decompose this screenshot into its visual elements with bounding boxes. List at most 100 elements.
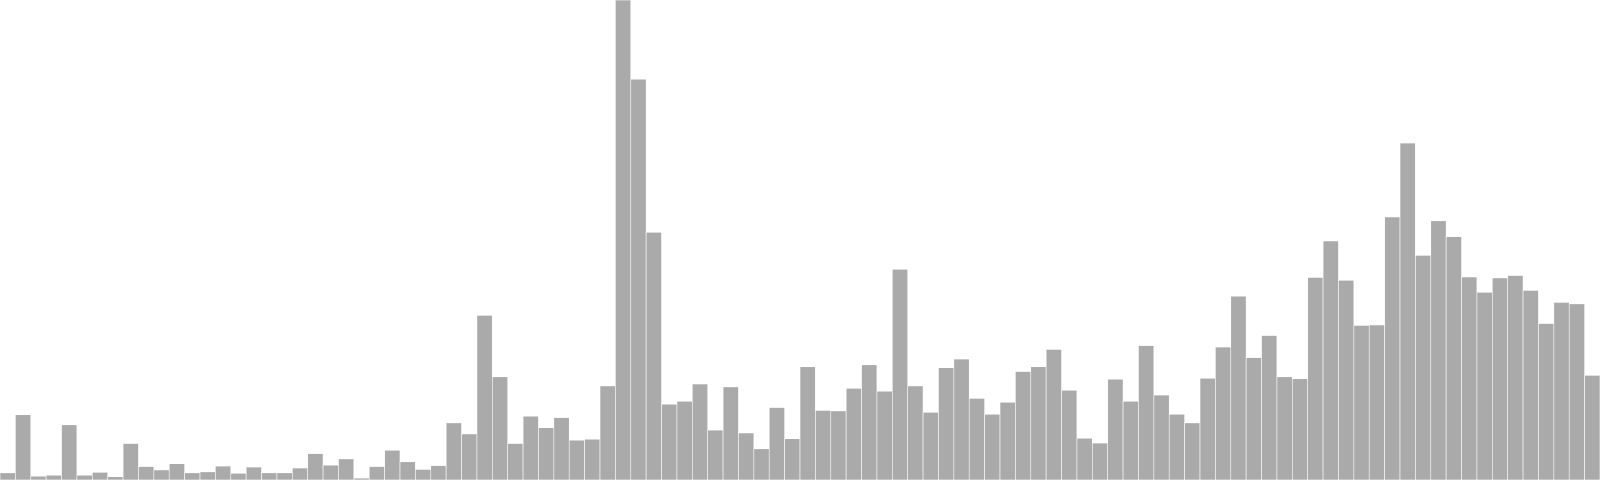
bar-8 bbox=[107, 476, 124, 480]
bar-72 bbox=[1092, 442, 1108, 480]
bar-43 bbox=[645, 232, 662, 480]
bar-45 bbox=[676, 400, 693, 480]
bar-55 bbox=[830, 410, 847, 480]
bar-65 bbox=[984, 413, 1001, 480]
bar-96 bbox=[1461, 276, 1478, 480]
bar-33 bbox=[492, 376, 508, 480]
bar-57 bbox=[861, 364, 878, 480]
bar-84 bbox=[1276, 376, 1293, 480]
bar-48 bbox=[722, 386, 739, 480]
bar-42 bbox=[630, 78, 647, 480]
bar-83 bbox=[1261, 335, 1278, 480]
bar-31 bbox=[461, 433, 478, 480]
bar-69 bbox=[1045, 349, 1062, 480]
bar-64 bbox=[968, 398, 985, 480]
bar-61 bbox=[922, 412, 939, 480]
bar-54 bbox=[815, 410, 832, 480]
bar-81 bbox=[1230, 295, 1247, 480]
bar-91 bbox=[1384, 216, 1401, 480]
bar-28 bbox=[415, 469, 432, 480]
bar-44 bbox=[661, 403, 678, 480]
bar-88 bbox=[1338, 280, 1355, 480]
bar-63 bbox=[953, 358, 970, 480]
bar-17 bbox=[245, 466, 262, 480]
bar-59 bbox=[892, 268, 908, 480]
bar-15 bbox=[215, 465, 232, 480]
bar-103 bbox=[1568, 303, 1585, 480]
bar-10 bbox=[138, 466, 155, 480]
bar-40 bbox=[599, 385, 616, 480]
bar-7 bbox=[92, 472, 108, 480]
bar-82 bbox=[1245, 357, 1262, 480]
bar-73 bbox=[1107, 378, 1124, 480]
bar-23 bbox=[338, 458, 355, 480]
bar-60 bbox=[907, 385, 924, 480]
bar-47 bbox=[707, 429, 724, 480]
bar-67 bbox=[1015, 371, 1032, 480]
bar-25 bbox=[368, 466, 385, 480]
bar-77 bbox=[1168, 413, 1185, 480]
bar-95 bbox=[1445, 236, 1462, 480]
bar-90 bbox=[1368, 324, 1385, 480]
bar-35 bbox=[522, 415, 539, 480]
bar-76 bbox=[1153, 394, 1170, 480]
bar-9 bbox=[122, 443, 139, 480]
bar-94 bbox=[1430, 220, 1447, 480]
bar-46 bbox=[692, 383, 708, 480]
bar-70 bbox=[1061, 389, 1078, 480]
bar-1 bbox=[0, 472, 16, 480]
bar-19 bbox=[276, 472, 293, 480]
bar-20 bbox=[292, 467, 308, 480]
bar-32 bbox=[476, 315, 493, 480]
bar-5 bbox=[61, 424, 78, 480]
bar-68 bbox=[1030, 366, 1047, 480]
bar-99 bbox=[1507, 275, 1524, 480]
bar-52 bbox=[784, 438, 801, 480]
bar-58 bbox=[876, 390, 893, 480]
bar-85 bbox=[1292, 378, 1308, 480]
bar-79 bbox=[1199, 377, 1216, 480]
bar-11 bbox=[153, 469, 170, 480]
bar-41 bbox=[615, 0, 632, 480]
bar-74 bbox=[1122, 400, 1139, 480]
bar-14 bbox=[199, 471, 216, 480]
bar-97 bbox=[1476, 292, 1493, 480]
bar-53 bbox=[799, 366, 816, 480]
bar-29 bbox=[430, 465, 447, 480]
bar-56 bbox=[845, 388, 862, 480]
bar-22 bbox=[322, 464, 339, 480]
bar-26 bbox=[384, 449, 401, 480]
bar-66 bbox=[999, 401, 1016, 480]
bar-4 bbox=[45, 474, 62, 480]
bar-16 bbox=[230, 472, 247, 480]
bar-62 bbox=[938, 367, 955, 480]
bar-98 bbox=[1492, 277, 1508, 480]
bar-100 bbox=[1522, 290, 1539, 480]
bar-86 bbox=[1307, 277, 1324, 480]
bar-18 bbox=[261, 472, 278, 480]
bar-93 bbox=[1415, 255, 1432, 480]
bar-89 bbox=[1353, 325, 1370, 480]
bar-12 bbox=[168, 463, 185, 480]
bar-92 bbox=[1399, 142, 1416, 480]
bar-27 bbox=[399, 461, 416, 480]
bar-80 bbox=[1215, 346, 1232, 480]
bar-78 bbox=[1184, 422, 1201, 480]
bar-104 bbox=[1584, 375, 1600, 480]
bar-50 bbox=[753, 448, 770, 480]
bar-71 bbox=[1076, 437, 1093, 480]
bar-38 bbox=[568, 439, 585, 480]
bar-21 bbox=[307, 453, 324, 480]
bar-37 bbox=[553, 417, 570, 480]
bar-36 bbox=[538, 427, 555, 480]
bar-87 bbox=[1322, 240, 1339, 480]
bar-49 bbox=[738, 432, 755, 480]
bar-2 bbox=[15, 414, 32, 480]
bar-39 bbox=[584, 438, 601, 480]
bar-6 bbox=[76, 474, 93, 480]
bar-101 bbox=[1538, 323, 1555, 480]
bar-51 bbox=[768, 407, 785, 480]
